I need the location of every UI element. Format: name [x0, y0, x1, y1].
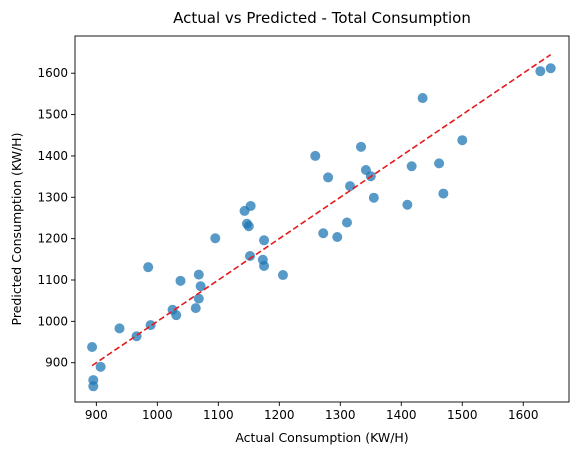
plot-frame: [74, 35, 570, 403]
data-point: [332, 231, 343, 242]
data-point: [402, 199, 413, 210]
y-tick-label: 1600: [37, 66, 68, 80]
plot-area: [74, 35, 570, 403]
y-tick-label: 1200: [37, 232, 68, 246]
data-point: [318, 228, 329, 239]
data-point: [193, 293, 204, 304]
x-tick-label: 1200: [264, 408, 295, 422]
data-point: [259, 260, 270, 271]
y-tick-label: 1300: [37, 190, 68, 204]
x-tick-label: 900: [85, 408, 108, 422]
x-axis-label: Actual Consumption (KW/H): [235, 430, 408, 445]
chart-title: Actual vs Predicted - Total Consumption: [173, 9, 471, 27]
y-tick-label: 1000: [37, 314, 68, 328]
data-point: [87, 341, 98, 352]
data-point: [243, 221, 254, 232]
data-point: [245, 251, 256, 262]
data-point: [195, 281, 206, 292]
data-point: [417, 93, 428, 104]
data-point: [342, 217, 353, 228]
data-point: [457, 135, 468, 146]
data-point: [95, 361, 106, 372]
data-point: [323, 172, 334, 183]
x-tick-label: 1100: [203, 408, 234, 422]
data-point: [434, 158, 445, 169]
data-point: [210, 233, 221, 244]
y-tick-label: 900: [45, 356, 68, 370]
data-point: [259, 235, 270, 246]
data-point: [114, 323, 125, 334]
data-point: [245, 200, 256, 211]
data-point: [190, 303, 201, 314]
x-tick-label: 1600: [508, 408, 539, 422]
data-point: [438, 188, 449, 199]
data-point: [175, 275, 186, 286]
data-point: [356, 141, 367, 152]
data-point: [406, 161, 417, 172]
data-point: [535, 66, 546, 77]
data-point: [171, 310, 182, 321]
x-tick-label: 1300: [325, 408, 356, 422]
data-point: [88, 381, 99, 392]
x-tick-label: 1400: [386, 408, 417, 422]
reference-line: [91, 53, 552, 367]
data-point: [277, 270, 288, 281]
y-axis-label: Predicted Consumption (KW/H): [9, 133, 24, 326]
y-tick-label: 1500: [37, 108, 68, 122]
data-point: [345, 181, 356, 192]
data-point: [545, 63, 556, 74]
y-tick-label: 1100: [37, 273, 68, 287]
y-axis: 900 1000 1100 1200 1300 1400 1500 1600: [37, 66, 75, 370]
data-point: [310, 150, 321, 161]
data-point: [193, 269, 204, 280]
data-point: [143, 262, 154, 273]
x-tick-label: 1000: [142, 408, 173, 422]
data-point: [368, 192, 379, 203]
x-tick-label: 1500: [447, 408, 478, 422]
y-tick-label: 1400: [37, 149, 68, 163]
x-axis: 900 1000 1100 1200 1300 1400 1500 1600: [85, 402, 539, 422]
